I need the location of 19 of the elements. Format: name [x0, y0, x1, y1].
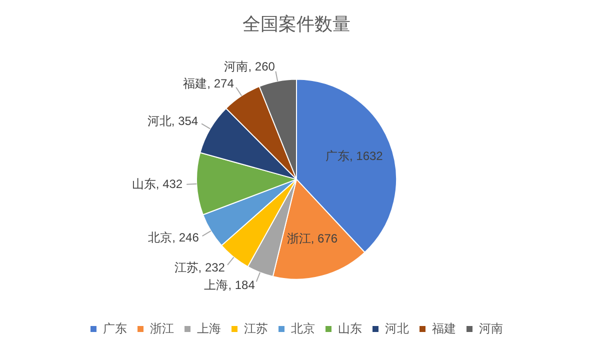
- legend-label: 广东: [103, 321, 127, 336]
- legend-label: 上海: [197, 321, 221, 336]
- chart-title: 全国案件数量: [242, 14, 350, 34]
- legend-label: 山东: [338, 321, 362, 336]
- data-label: 江苏, 232: [174, 260, 226, 274]
- data-label: 北京, 246: [148, 230, 200, 244]
- legend-label: 河北: [385, 321, 409, 336]
- legend-label: 福建: [432, 321, 456, 336]
- data-label: 广东, 1632: [325, 148, 384, 163]
- legend-label: 江苏: [244, 321, 268, 336]
- legend-label: 北京: [291, 321, 315, 336]
- data-label: 山东, 432: [132, 176, 183, 191]
- legend-label: 河南: [479, 321, 503, 336]
- data-label: 河北, 354: [147, 114, 198, 128]
- data-label: 浙江, 676: [286, 232, 338, 246]
- data-label: 河南, 260: [224, 60, 276, 74]
- legend-label: 浙江: [150, 321, 174, 336]
- data-label: 福建, 274: [183, 76, 234, 90]
- data-label: 上海, 184: [204, 278, 256, 292]
